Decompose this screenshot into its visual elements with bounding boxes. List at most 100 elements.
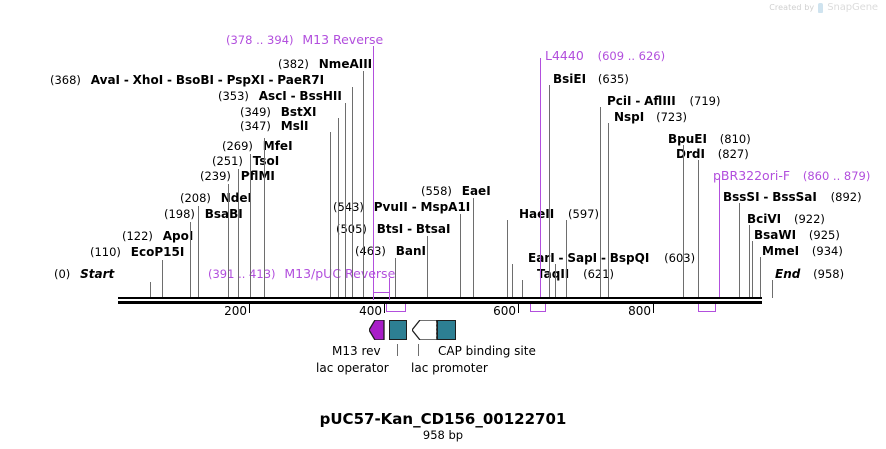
enzyme-label-avai-group[interactable]: (368) AvaI - XhoI - BsoBI - PspXI - PaeR… [50, 74, 324, 86]
feature-cap-binding-site[interactable] [437, 320, 456, 340]
axis-label-600: 600 [493, 304, 516, 318]
leader-line [363, 71, 364, 298]
primer-bracket-m13-puc-reverse[interactable] [386, 304, 406, 312]
feature-leader-line [397, 344, 398, 356]
enzyme-name: NdeI [220, 191, 253, 205]
watermark-prefix: Created by [769, 3, 815, 12]
enzyme-name: BciVI [747, 212, 782, 226]
enzyme-label-pcii-group[interactable]: PciI - AflIII (719) [607, 95, 720, 107]
enzyme-separator: - [290, 89, 296, 103]
enzyme-label-eari-group[interactable]: EarI - SapI - BspQI (603) [528, 252, 695, 264]
feature-m13-rev[interactable] [368, 319, 385, 344]
enzyme-name: DrdI [676, 147, 705, 161]
enzyme-separator: - [558, 251, 564, 265]
feature-label-cap-binding-site: CAP binding site [438, 344, 536, 358]
enzyme-label-taqii[interactable]: TaqII (621) [537, 268, 614, 280]
enzyme-name: AscI [258, 89, 287, 103]
leader-line [512, 264, 513, 298]
enzyme-name: XhoI [132, 73, 164, 87]
plasmid-length: 958 bp [422, 428, 464, 442]
enzyme-label-bani[interactable]: (463) BanI [355, 245, 426, 257]
enzyme-label-tsoi[interactable]: (251) TsoI [212, 155, 279, 167]
enzyme-label-bstxi[interactable]: (349) BstXI [240, 106, 317, 118]
leader-line [250, 154, 251, 298]
enzyme-name: BsaBI [204, 207, 243, 221]
axis-tick-400 [384, 304, 385, 313]
snapgene-watermark: Created by SnapGene [769, 2, 878, 13]
enzyme-position: (827) [717, 147, 749, 161]
enzyme-position: (208) [180, 191, 211, 205]
leader-line [198, 206, 199, 298]
enzyme-name: BstXI [280, 105, 317, 119]
leader-line [608, 123, 609, 298]
enzyme-label-msli[interactable]: (347) MslI [240, 120, 308, 132]
leader-line [460, 214, 461, 298]
enzyme-name: BspQI [609, 251, 650, 265]
enzyme-label-btsi-group[interactable]: (505) BtsI - BtsaI [336, 223, 451, 235]
enzyme-name: NmeAIII [318, 57, 373, 71]
enzyme-name: EaeI [461, 184, 491, 198]
leader-line [150, 282, 151, 298]
feature-label-lac-promoter: lac promoter [411, 361, 488, 375]
enzyme-label-drdi[interactable]: DrdI (827) [676, 148, 749, 160]
enzyme-label-haeii[interactable]: HaeII (597) [519, 208, 599, 220]
enzyme-label-mmei[interactable]: MmeI (934) [762, 245, 843, 257]
enzyme-label-asci-group[interactable]: (353) AscI - BssHII [218, 90, 342, 102]
feature-lac-promoter[interactable] [411, 319, 438, 344]
enzyme-position: (463) [355, 244, 386, 258]
enzyme-position: (251) [212, 154, 243, 168]
enzyme-name: BssSaI [772, 190, 817, 204]
end-position: (958) [813, 267, 845, 281]
enzyme-position: (603) [664, 251, 696, 265]
enzyme-name: BanI [395, 244, 427, 258]
enzyme-position: (922) [793, 212, 825, 226]
enzyme-label-mfei[interactable]: (269) MfeI [222, 140, 293, 152]
enzyme-name: BssHII [299, 89, 342, 103]
enzyme-label-pflmi[interactable]: (239) PflMI [200, 170, 275, 182]
primer-bracket-pbr322ori-f[interactable] [698, 304, 716, 312]
feature-lac-operator[interactable] [389, 320, 407, 340]
enzyme-label-bpuei[interactable]: BpuEI (810) [668, 133, 751, 145]
enzyme-label-bcivi[interactable]: BciVI (922) [747, 213, 825, 225]
leader-line [238, 169, 239, 298]
enzyme-label-nmeaiii[interactable]: (382) NmeAIII [278, 58, 372, 70]
enzyme-name: SapI [567, 251, 598, 265]
primer-label-l4440[interactable]: L4440 (609 .. 626) [545, 49, 665, 62]
axis-tick-600 [518, 304, 519, 313]
primer-range: (378 .. 394) [226, 33, 294, 47]
enzyme-label-nspi[interactable]: NspI (723) [614, 111, 687, 123]
enzyme-label-apoi[interactable]: (122) ApoI [122, 230, 193, 242]
primer-bracket-m13-reverse[interactable] [373, 292, 390, 300]
enzyme-label-bsawi[interactable]: BsaWI (925) [754, 229, 840, 241]
enzyme-label-pvuii-group[interactable]: (543) PvuII - MspA1I [333, 201, 470, 213]
enzyme-label-bsabi[interactable]: (198) BsaBI [164, 208, 243, 220]
feature-label-m13-rev: M13 rev [332, 344, 381, 358]
enzyme-position: (723) [656, 110, 688, 124]
leader-line [752, 241, 753, 298]
leader-line [345, 103, 346, 298]
axis-tick-800 [653, 304, 654, 313]
enzyme-label-eaei[interactable]: (558) EaeI [421, 185, 491, 197]
enzyme-label-bsssi-group[interactable]: BssSI - BssSaI (892) [723, 191, 862, 203]
leader-line [566, 220, 567, 298]
enzyme-position: (353) [218, 89, 249, 103]
leader-line [683, 145, 684, 298]
enzyme-position: (597) [568, 207, 599, 221]
enzyme-position: (239) [200, 169, 231, 183]
enzyme-label-ndei[interactable]: (208) NdeI [180, 192, 252, 204]
enzyme-label-bsiei[interactable]: BsiEI (635) [553, 73, 629, 85]
feature-label-lac-operator: lac operator [316, 361, 389, 375]
primer-bracket-l4440[interactable] [530, 304, 546, 312]
enzyme-separator: - [635, 94, 641, 108]
enzyme-name: MspA1I [420, 200, 471, 214]
primer-label-m13-puc-reverse[interactable]: (391 .. 413) M13/pUC Reverse [208, 267, 395, 280]
enzyme-separator: - [411, 200, 417, 214]
label-end[interactable]: End (958) [775, 268, 844, 280]
primer-label-pbr322ori-f[interactable]: pBR322ori-F (860 .. 879) [713, 169, 870, 182]
label-start[interactable]: (0) Start [54, 268, 114, 280]
leader-line [395, 258, 396, 298]
feature-leader-line [418, 344, 419, 356]
enzyme-position: (925) [808, 228, 840, 242]
enzyme-label-ecop15i[interactable]: (110) EcoP15I [90, 246, 184, 258]
primer-label-m13-reverse[interactable]: (378 .. 394) M13 Reverse [226, 33, 383, 47]
